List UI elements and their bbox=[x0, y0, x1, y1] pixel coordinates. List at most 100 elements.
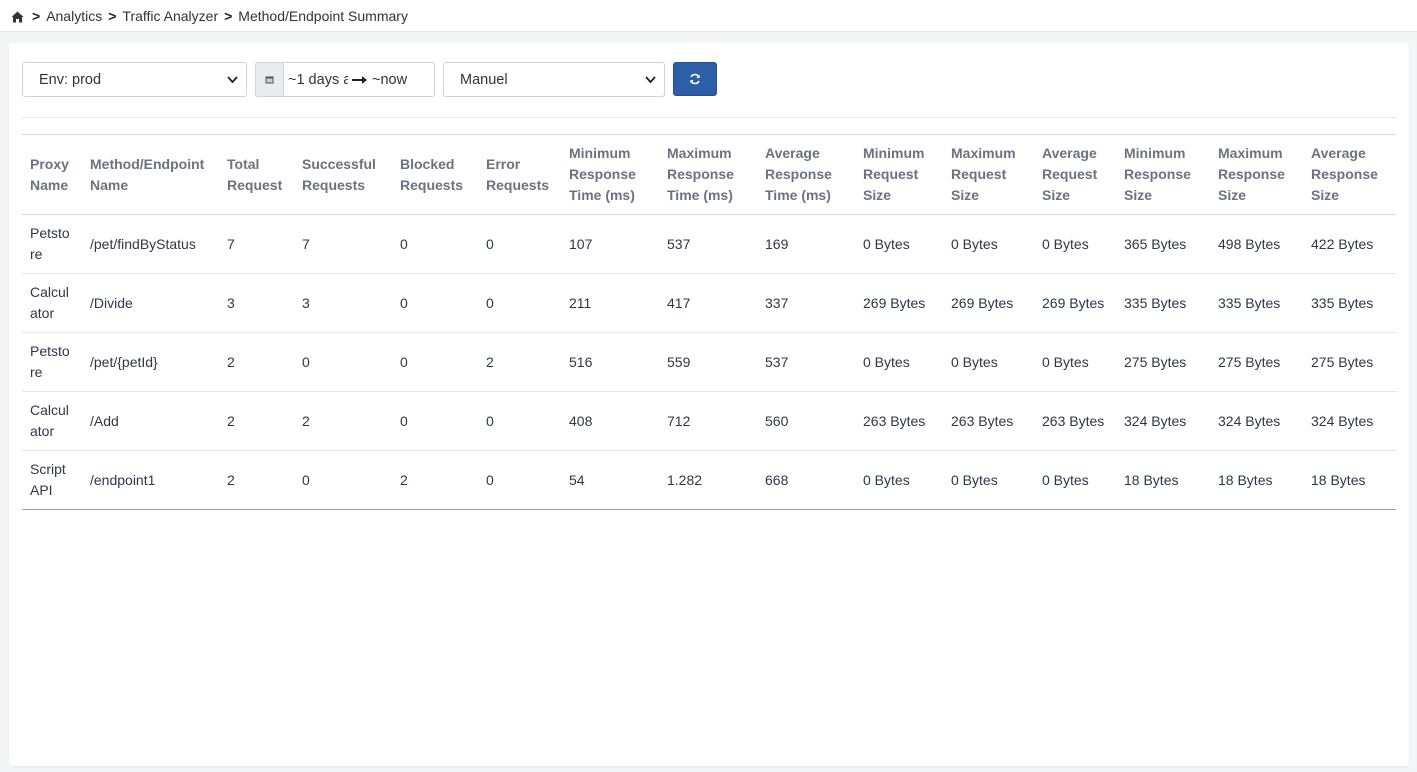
table-cell: /endpoint1 bbox=[82, 450, 219, 510]
column-header[interactable]: Maximum Response Time (ms) bbox=[659, 134, 757, 215]
table-cell: 7 bbox=[219, 214, 294, 274]
breadcrumb-item-traffic-analyzer[interactable]: Traffic Analyzer bbox=[122, 7, 219, 24]
breadcrumb-item-analytics[interactable]: Analytics bbox=[46, 7, 103, 24]
table-cell: 668 bbox=[757, 450, 855, 510]
table-cell: Petstore bbox=[22, 332, 82, 392]
table-cell: 422 Bytes bbox=[1303, 214, 1396, 274]
table-cell: 0 Bytes bbox=[1034, 332, 1116, 392]
table-cell: 324 Bytes bbox=[1210, 391, 1303, 451]
table-cell: 269 Bytes bbox=[943, 273, 1034, 333]
arrow-right-icon bbox=[352, 75, 367, 84]
table-cell: 3 bbox=[294, 273, 392, 333]
column-header[interactable]: Blocked Requests bbox=[392, 134, 478, 215]
table-cell: 0 bbox=[478, 214, 561, 274]
table-cell: /Divide bbox=[82, 273, 219, 333]
table-cell: 0 bbox=[294, 450, 392, 510]
table-cell: 2 bbox=[219, 332, 294, 392]
column-header[interactable]: Minimum Response Size bbox=[1116, 134, 1210, 215]
table-cell: 0 bbox=[478, 391, 561, 451]
table-cell: 712 bbox=[659, 391, 757, 451]
table-cell: 18 Bytes bbox=[1303, 450, 1396, 510]
table-cell: 169 bbox=[757, 214, 855, 274]
column-header[interactable]: Maximum Request Size bbox=[943, 134, 1034, 215]
table-cell: 275 Bytes bbox=[1210, 332, 1303, 392]
table-cell: 3 bbox=[219, 273, 294, 333]
table-cell: 537 bbox=[659, 214, 757, 274]
env-select[interactable]: Env: prod bbox=[22, 62, 247, 97]
table-cell: 417 bbox=[659, 273, 757, 333]
table-cell: 54 bbox=[561, 450, 659, 510]
mode-select[interactable]: Manuel bbox=[443, 62, 665, 97]
table-cell: /Add bbox=[82, 391, 219, 451]
endpoint-summary-table: Proxy Name Method/Endpoint Name Total Requ… bbox=[22, 134, 1396, 510]
column-header[interactable]: Minimum Request Size bbox=[855, 134, 943, 215]
table-cell: 269 Bytes bbox=[855, 273, 943, 333]
column-header[interactable]: Maximum Response Size bbox=[1210, 134, 1303, 215]
table-cell: 107 bbox=[561, 214, 659, 274]
table-cell: Calculator bbox=[22, 391, 82, 451]
table-cell: 7 bbox=[294, 214, 392, 274]
table-cell: Calculator bbox=[22, 273, 82, 333]
table-cell: 1.282 bbox=[659, 450, 757, 510]
table-cell: 408 bbox=[561, 391, 659, 451]
table-cell: Petstore bbox=[22, 214, 82, 274]
table-cell: 275 Bytes bbox=[1116, 332, 1210, 392]
table-cell: Script API bbox=[22, 450, 82, 510]
table-cell: 0 Bytes bbox=[1034, 214, 1116, 274]
table-cell: 0 bbox=[478, 273, 561, 333]
chevron-down-icon bbox=[645, 76, 656, 84]
calendar-icon[interactable] bbox=[256, 63, 284, 96]
env-select-value: Env: prod bbox=[39, 71, 102, 88]
mode-select-value: Manuel bbox=[460, 71, 508, 88]
column-header[interactable]: Proxy Name bbox=[22, 134, 82, 215]
table-row: Script API/endpoint1 2 0 2 0 54 1.282 668 0 Byte… bbox=[22, 450, 1396, 510]
table-cell: 0 Bytes bbox=[1034, 450, 1116, 510]
breadcrumb-separator: > bbox=[32, 7, 41, 24]
filter-toolbar: Env: prod ~1 days ago ~now Manuel bbox=[22, 62, 1402, 98]
home-icon[interactable] bbox=[11, 10, 24, 22]
table-cell: 2 bbox=[392, 450, 478, 510]
table-cell: 0 bbox=[392, 273, 478, 333]
table-cell: 0 Bytes bbox=[943, 214, 1034, 274]
table-cell: 560 bbox=[757, 391, 855, 451]
table-cell: 559 bbox=[659, 332, 757, 392]
table-cell: 263 Bytes bbox=[855, 391, 943, 451]
table-cell: /pet/{petId} bbox=[82, 332, 219, 392]
table-cell: 324 Bytes bbox=[1116, 391, 1210, 451]
table-cell: 0 bbox=[294, 332, 392, 392]
column-header[interactable]: Method/Endpoint Name bbox=[82, 134, 219, 215]
column-header[interactable]: Average Response Size bbox=[1303, 134, 1396, 215]
table-cell: 337 bbox=[757, 273, 855, 333]
column-header[interactable]: Successful Requests bbox=[294, 134, 392, 215]
summary-card: Env: prod ~1 days ago ~now Manuel bbox=[9, 43, 1409, 766]
table-cell: 335 Bytes bbox=[1210, 273, 1303, 333]
column-header[interactable]: Error Requests bbox=[478, 134, 561, 215]
column-header[interactable]: Average Request Size bbox=[1034, 134, 1116, 215]
table-body: Petstore/pet/findByStatus 7 7 0 0 107 537 169 0 … bbox=[22, 214, 1396, 510]
table-cell: 0 Bytes bbox=[943, 332, 1034, 392]
table-row: Calculator/Divide 3 3 0 0 211 417 337 269 Bytes 2… bbox=[22, 273, 1396, 333]
breadcrumb-item-current: Method/Endpoint Summary bbox=[238, 7, 408, 24]
column-header[interactable]: Minimum Response Time (ms) bbox=[561, 134, 659, 215]
refresh-icon bbox=[690, 73, 700, 85]
table-cell: 0 Bytes bbox=[943, 450, 1034, 510]
table-cell: 2 bbox=[294, 391, 392, 451]
table-cell: 335 Bytes bbox=[1303, 273, 1396, 333]
refresh-button[interactable] bbox=[673, 62, 717, 96]
table-cell: 0 Bytes bbox=[855, 332, 943, 392]
column-header[interactable]: Average Response Time (ms) bbox=[757, 134, 855, 215]
table-cell: 275 Bytes bbox=[1303, 332, 1396, 392]
date-range-value: ~1 days ago ~now bbox=[284, 72, 434, 88]
table-cell: 365 Bytes bbox=[1116, 214, 1210, 274]
table-cell: 516 bbox=[561, 332, 659, 392]
table-row: Calculator/Add 2 2 0 0 408 712 560 263 Bytes 263 … bbox=[22, 391, 1396, 451]
table-cell: 211 bbox=[561, 273, 659, 333]
date-range-picker[interactable]: ~1 days ago ~now bbox=[255, 62, 435, 97]
table-cell: 0 Bytes bbox=[855, 214, 943, 274]
table-cell: /pet/findByStatus bbox=[82, 214, 219, 274]
table-cell: 263 Bytes bbox=[1034, 391, 1116, 451]
table-cell: 18 Bytes bbox=[1210, 450, 1303, 510]
table-cell: 537 bbox=[757, 332, 855, 392]
column-header[interactable]: Total Request bbox=[219, 134, 294, 215]
table-header: Proxy Name Method/Endpoint Name Total Requ… bbox=[22, 134, 1396, 215]
